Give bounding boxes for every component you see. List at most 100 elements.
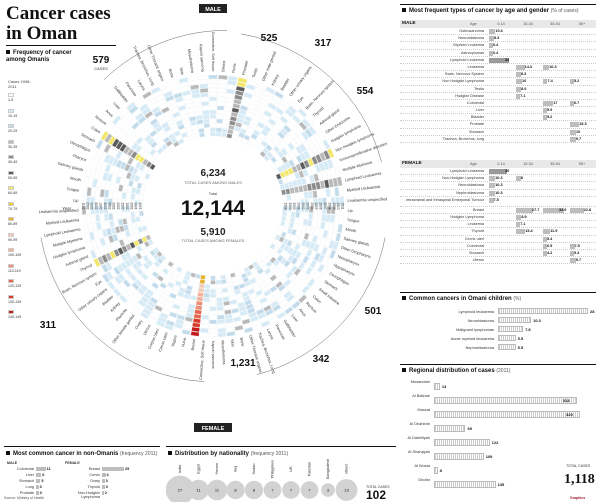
heat-cell bbox=[186, 107, 195, 114]
heat-cell bbox=[265, 293, 274, 301]
region-bar bbox=[434, 411, 580, 418]
heat-cell bbox=[316, 236, 322, 245]
heat-cell bbox=[248, 137, 256, 144]
heat-cell bbox=[289, 285, 298, 294]
children-bar bbox=[498, 317, 532, 323]
heat-cell bbox=[246, 141, 253, 148]
heat-cell bbox=[139, 250, 146, 257]
heat-cell bbox=[259, 118, 268, 125]
heat-cell bbox=[228, 75, 238, 82]
heat-cell bbox=[165, 95, 175, 102]
heat-cell bbox=[238, 306, 247, 312]
heat-cell bbox=[304, 115, 314, 125]
heat-cell bbox=[313, 261, 321, 271]
heat-cell bbox=[181, 329, 191, 336]
heat-cell bbox=[266, 133, 274, 141]
heat-cell bbox=[123, 224, 129, 231]
heat-cell bbox=[224, 106, 232, 112]
children-bar bbox=[498, 335, 516, 341]
heat-cell bbox=[298, 261, 306, 270]
heat-cell bbox=[158, 140, 166, 148]
legend-swatch bbox=[8, 294, 14, 299]
heat-cell bbox=[310, 136, 318, 146]
heat-cell bbox=[183, 94, 192, 101]
heat-cell bbox=[117, 191, 123, 199]
heat-cell bbox=[165, 114, 174, 122]
value-bar bbox=[570, 207, 584, 213]
table-row: Testis 8.6 bbox=[400, 86, 596, 93]
heat-cell bbox=[261, 286, 269, 293]
heat-cell bbox=[134, 290, 143, 299]
heat-cell bbox=[243, 134, 251, 141]
heat-cell bbox=[147, 316, 157, 324]
year-tick-label: 2002 bbox=[121, 202, 125, 209]
heat-cell bbox=[265, 308, 274, 316]
heat-cell bbox=[132, 167, 139, 175]
heat-cell bbox=[319, 152, 327, 162]
table-row: Colorectal 17 6.7 bbox=[400, 100, 596, 108]
table-row: Neuroblastoma 10.3 bbox=[400, 182, 596, 190]
heat-cell bbox=[91, 214, 96, 223]
year-tick-label: 2009 bbox=[332, 202, 336, 209]
heat-cell bbox=[122, 291, 131, 300]
nonomani-value: 3 bbox=[39, 485, 42, 489]
heat-cell bbox=[100, 221, 106, 230]
heat-cell bbox=[155, 125, 163, 133]
heat-cell bbox=[125, 243, 132, 251]
heat-cell bbox=[306, 183, 313, 191]
legend-swatch bbox=[8, 217, 14, 221]
nonomani-male-label: MALE bbox=[7, 461, 18, 465]
heat-cell bbox=[136, 169, 143, 177]
heat-cell bbox=[208, 79, 218, 84]
table-row: Non-Hodgkin Lymphoma 10.3 8 bbox=[400, 175, 596, 183]
heat-cell bbox=[215, 275, 221, 280]
heat-cell bbox=[159, 150, 167, 158]
table-row: Myeloid Leukemia 6.4 bbox=[400, 42, 596, 50]
value-bar bbox=[489, 36, 494, 42]
heat-cell bbox=[121, 170, 128, 178]
age-band-label: 15-34 bbox=[523, 22, 533, 26]
heat-cell bbox=[328, 178, 334, 188]
heat-cell bbox=[175, 280, 182, 287]
heat-cell bbox=[269, 243, 276, 250]
heat-cell bbox=[226, 282, 233, 288]
heat-cell bbox=[302, 184, 308, 192]
legend-label: 80-89 bbox=[8, 222, 18, 226]
value-bar bbox=[489, 169, 507, 174]
heat-cell bbox=[282, 176, 288, 184]
row-label: Astrocytomas bbox=[461, 50, 484, 55]
female-cancer-label: Brain, Nervous system bbox=[61, 271, 97, 295]
heat-cell bbox=[146, 277, 154, 285]
legend-item: 20-29 bbox=[6, 124, 46, 134]
heat-cell bbox=[110, 227, 117, 235]
table-row: Liver 5.9 bbox=[400, 107, 596, 115]
value-label: 9.7 bbox=[575, 258, 582, 263]
heat-cell bbox=[133, 227, 139, 235]
heat-cell bbox=[230, 299, 237, 305]
heat-cell bbox=[187, 280, 194, 287]
heat-cell bbox=[322, 206, 327, 214]
heat-cell bbox=[114, 226, 121, 234]
heat-cell bbox=[304, 176, 311, 184]
heat-cell bbox=[180, 113, 189, 120]
value-bar bbox=[543, 108, 547, 114]
heat-cell bbox=[209, 96, 217, 101]
heat-cell bbox=[258, 102, 267, 110]
legend-swatch bbox=[8, 93, 14, 97]
heat-cell bbox=[286, 121, 295, 130]
heat-cell bbox=[103, 143, 112, 154]
region-label: Muscat bbox=[417, 407, 430, 412]
heat-cell bbox=[137, 276, 146, 284]
heat-cell bbox=[147, 266, 155, 274]
heat-cell bbox=[182, 297, 190, 304]
heat-cell bbox=[239, 310, 248, 317]
nationality-bubble bbox=[263, 481, 282, 499]
year-tick-label: 2010 bbox=[86, 202, 90, 209]
heat-cell bbox=[308, 191, 313, 199]
heat-cell bbox=[152, 151, 160, 159]
gender-label: FEMALE bbox=[402, 161, 422, 166]
heat-cell bbox=[318, 162, 326, 172]
heat-cell bbox=[258, 133, 266, 140]
value-label: 8.9 bbox=[521, 214, 527, 219]
heat-cell bbox=[228, 290, 235, 297]
